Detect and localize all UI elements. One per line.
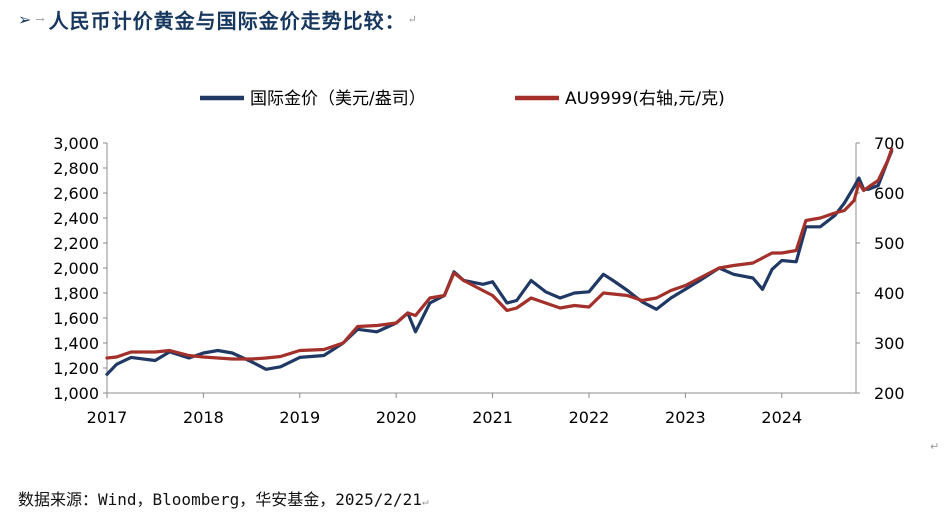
bullet-arrow-icon: ➢: [18, 9, 32, 29]
paragraph-mark: ↵: [421, 495, 429, 508]
au9999-series-line: [105, 147, 894, 361]
source-text: 数据来源：Wind，Bloomberg，华安基金，2025/2/21: [18, 490, 422, 509]
international-gold-series-line: [105, 149, 894, 376]
x-axis-tick-label: 2018: [183, 408, 224, 427]
gold-price-chart: 1,000 1,200 1,400 1,600 1,800 2,000 2,200 2,400…: [53, 89, 905, 427]
legend-au9999-label: AU9999(右轴,元/克): [565, 89, 725, 109]
left-axis-tick-label: 1,000: [53, 384, 99, 403]
left-axis-tick-label: 2,400: [53, 209, 99, 228]
right-axis-tick-label: 600: [874, 184, 905, 203]
left-axis-tick-label: 2,600: [53, 184, 99, 203]
page-title: 人民币计价黄金与国际金价走势比较：: [48, 8, 406, 33]
x-axis-tick-label: 2024: [761, 408, 802, 427]
paragraph-mark: ↵: [930, 440, 940, 453]
left-axis-tick-label: 2,800: [53, 159, 99, 178]
legend-international-gold-label: 国际金价（美元/盎司）: [250, 89, 426, 109]
left-axis-tick-label: 1,800: [53, 284, 99, 303]
right-axis-tick-label: 200: [874, 384, 905, 403]
x-axis-tick-label: 2017: [87, 408, 128, 427]
right-axis-tick-label: 400: [874, 284, 905, 303]
x-axis-tick-label: 2022: [569, 408, 610, 427]
x-axis-tick-label: 2020: [376, 408, 417, 427]
left-axis-tick-label: 2,000: [53, 259, 99, 278]
x-axis-tick-label: 2021: [472, 408, 513, 427]
left-axis-tick-label: 1,200: [53, 359, 99, 378]
source-note: 数据来源：Wind，Bloomberg，华安基金，2025/2/21↵: [18, 486, 429, 510]
left-axis-tick-label: 2,200: [53, 234, 99, 253]
right-axis-tick-label: 700: [874, 134, 905, 153]
left-axis-tick-label: 3,000: [53, 134, 99, 153]
x-axis-tick-label: 2023: [665, 408, 706, 427]
right-axis-tick-label: 500: [874, 234, 905, 253]
paragraph-mark: ↵: [407, 12, 417, 26]
x-axis-tick-label: 2019: [279, 408, 320, 427]
left-axis-tick-label: 1,400: [53, 334, 99, 353]
tab-marker: →: [35, 12, 45, 26]
chart-heading: ➢ → 人民币计价黄金与国际金价走势比较： ↵: [18, 4, 417, 34]
right-axis-tick-label: 300: [874, 334, 905, 353]
left-axis-tick-label: 1,600: [53, 309, 99, 328]
